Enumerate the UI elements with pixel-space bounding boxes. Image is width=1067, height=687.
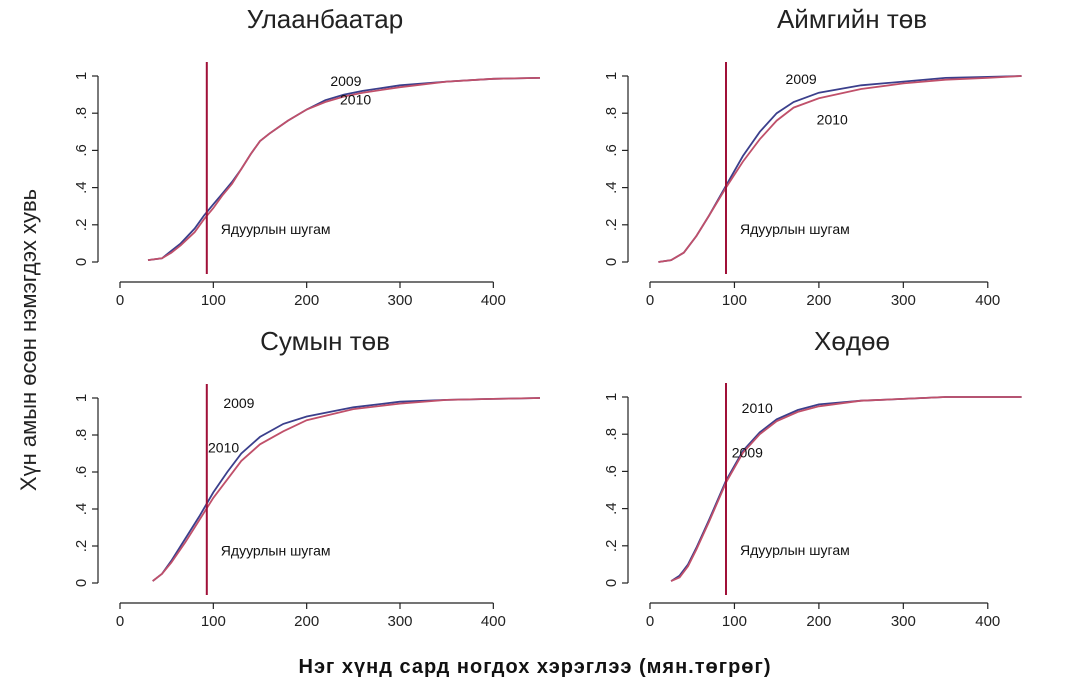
x-tick-label: 300 [891, 292, 916, 309]
y-tick-label: 1 [73, 72, 90, 80]
x-tick-label: 200 [294, 292, 319, 309]
y-tick-label: .6 [603, 144, 620, 157]
x-tick-label: 200 [806, 613, 831, 630]
x-tick-label: 400 [481, 613, 506, 630]
y-tick-label: .4 [73, 503, 90, 516]
poverty-line-label: Ядуурлын шугам [221, 542, 331, 558]
x-tick-label: 400 [975, 292, 1000, 309]
y-tick-label: 0 [603, 579, 620, 587]
y-tick-label: .4 [603, 181, 620, 194]
chart-panel-2: Аймгийн төв 0 100 200 300 400 0 .2 .4 .6 .8 1 Ядуурл… [603, 4, 1022, 309]
y-tick-label: .2 [73, 540, 90, 553]
x-tick-label: 400 [975, 613, 1000, 630]
y-tick-label: .8 [603, 428, 620, 441]
y-tick-label: 1 [603, 72, 620, 80]
series-label-2009: 2009 [786, 71, 817, 87]
y-tick-label: 0 [603, 258, 620, 266]
series-label-2009: 2009 [223, 395, 254, 411]
series-line-2010 [147, 77, 541, 261]
y-tick-label: .8 [73, 429, 90, 442]
y-tick-label: .2 [603, 540, 620, 553]
chart-panel-1: Улаанбаатар 0 100 200 300 400 0 .2 .4 .6 .8 1 Ядуурл… [73, 4, 541, 309]
x-tick-label: 200 [806, 292, 831, 309]
series-line-2009 [152, 397, 541, 582]
panel-title: Улаанбаатар [247, 4, 403, 34]
x-tick-label: 300 [387, 292, 412, 309]
y-tick-label: .4 [73, 181, 90, 194]
series-line-2010 [658, 75, 1022, 263]
poverty-line-label: Ядуурлын шугам [740, 542, 850, 558]
y-tick-label: .8 [603, 107, 620, 120]
y-tick-label: 0 [73, 258, 90, 266]
series-line-2010 [152, 397, 541, 582]
x-tick-label: 400 [481, 292, 506, 309]
series-label-2010: 2010 [817, 112, 848, 128]
y-tick-label: .6 [73, 144, 90, 157]
series-label-2010: 2010 [742, 400, 773, 416]
chart-panel-3: Сумын төв 0 100 200 300 400 0 .2 .4 .6 .8 1 Ядуурлын… [73, 326, 541, 630]
y-tick-label: .6 [73, 466, 90, 479]
x-tick-label: 100 [722, 292, 747, 309]
x-tick-label: 0 [646, 613, 654, 630]
y-tick-label: .6 [603, 465, 620, 478]
x-tick-label: 300 [891, 613, 916, 630]
chart-panel-4: Хөдөө 0 100 200 300 400 0 .2 .4 .6 .8 1 Ядуурлын шуг… [603, 326, 1022, 630]
y-tick-label: 0 [73, 579, 90, 587]
x-tick-label: 200 [294, 613, 319, 630]
series-label-2009: 2009 [732, 445, 763, 461]
x-tick-label: 100 [722, 613, 747, 630]
y-tick-label: .2 [73, 219, 90, 232]
y-tick-label: .4 [603, 502, 620, 515]
x-tick-label: 0 [116, 613, 124, 630]
x-tick-label: 100 [201, 292, 226, 309]
y-axis-title: Хүн амын өсөн нэмэгдэх хувь [16, 189, 41, 491]
y-tick-label: .8 [73, 107, 90, 120]
x-axis-title: Нэг хүнд сард ногдох хэрэглээ (мян.төгрө… [299, 656, 772, 678]
x-tick-label: 0 [646, 292, 654, 309]
panel-title: Аймгийн төв [777, 4, 927, 34]
poverty-line-label: Ядуурлын шугам [221, 221, 331, 237]
series-label-2010: 2010 [208, 439, 239, 455]
x-tick-label: 0 [116, 292, 124, 309]
panel-title: Сумын төв [260, 326, 390, 356]
y-tick-label: .2 [603, 219, 620, 232]
x-tick-label: 300 [387, 613, 412, 630]
panel-title: Хөдөө [814, 326, 890, 356]
y-tick-label: 1 [603, 393, 620, 401]
series-label-2010: 2010 [340, 92, 371, 108]
y-tick-label: 1 [73, 394, 90, 402]
x-tick-label: 100 [201, 613, 226, 630]
poverty-line-label: Ядуурлын шугам [740, 221, 850, 237]
series-line-2009 [670, 396, 1022, 582]
series-label-2009: 2009 [330, 73, 361, 89]
